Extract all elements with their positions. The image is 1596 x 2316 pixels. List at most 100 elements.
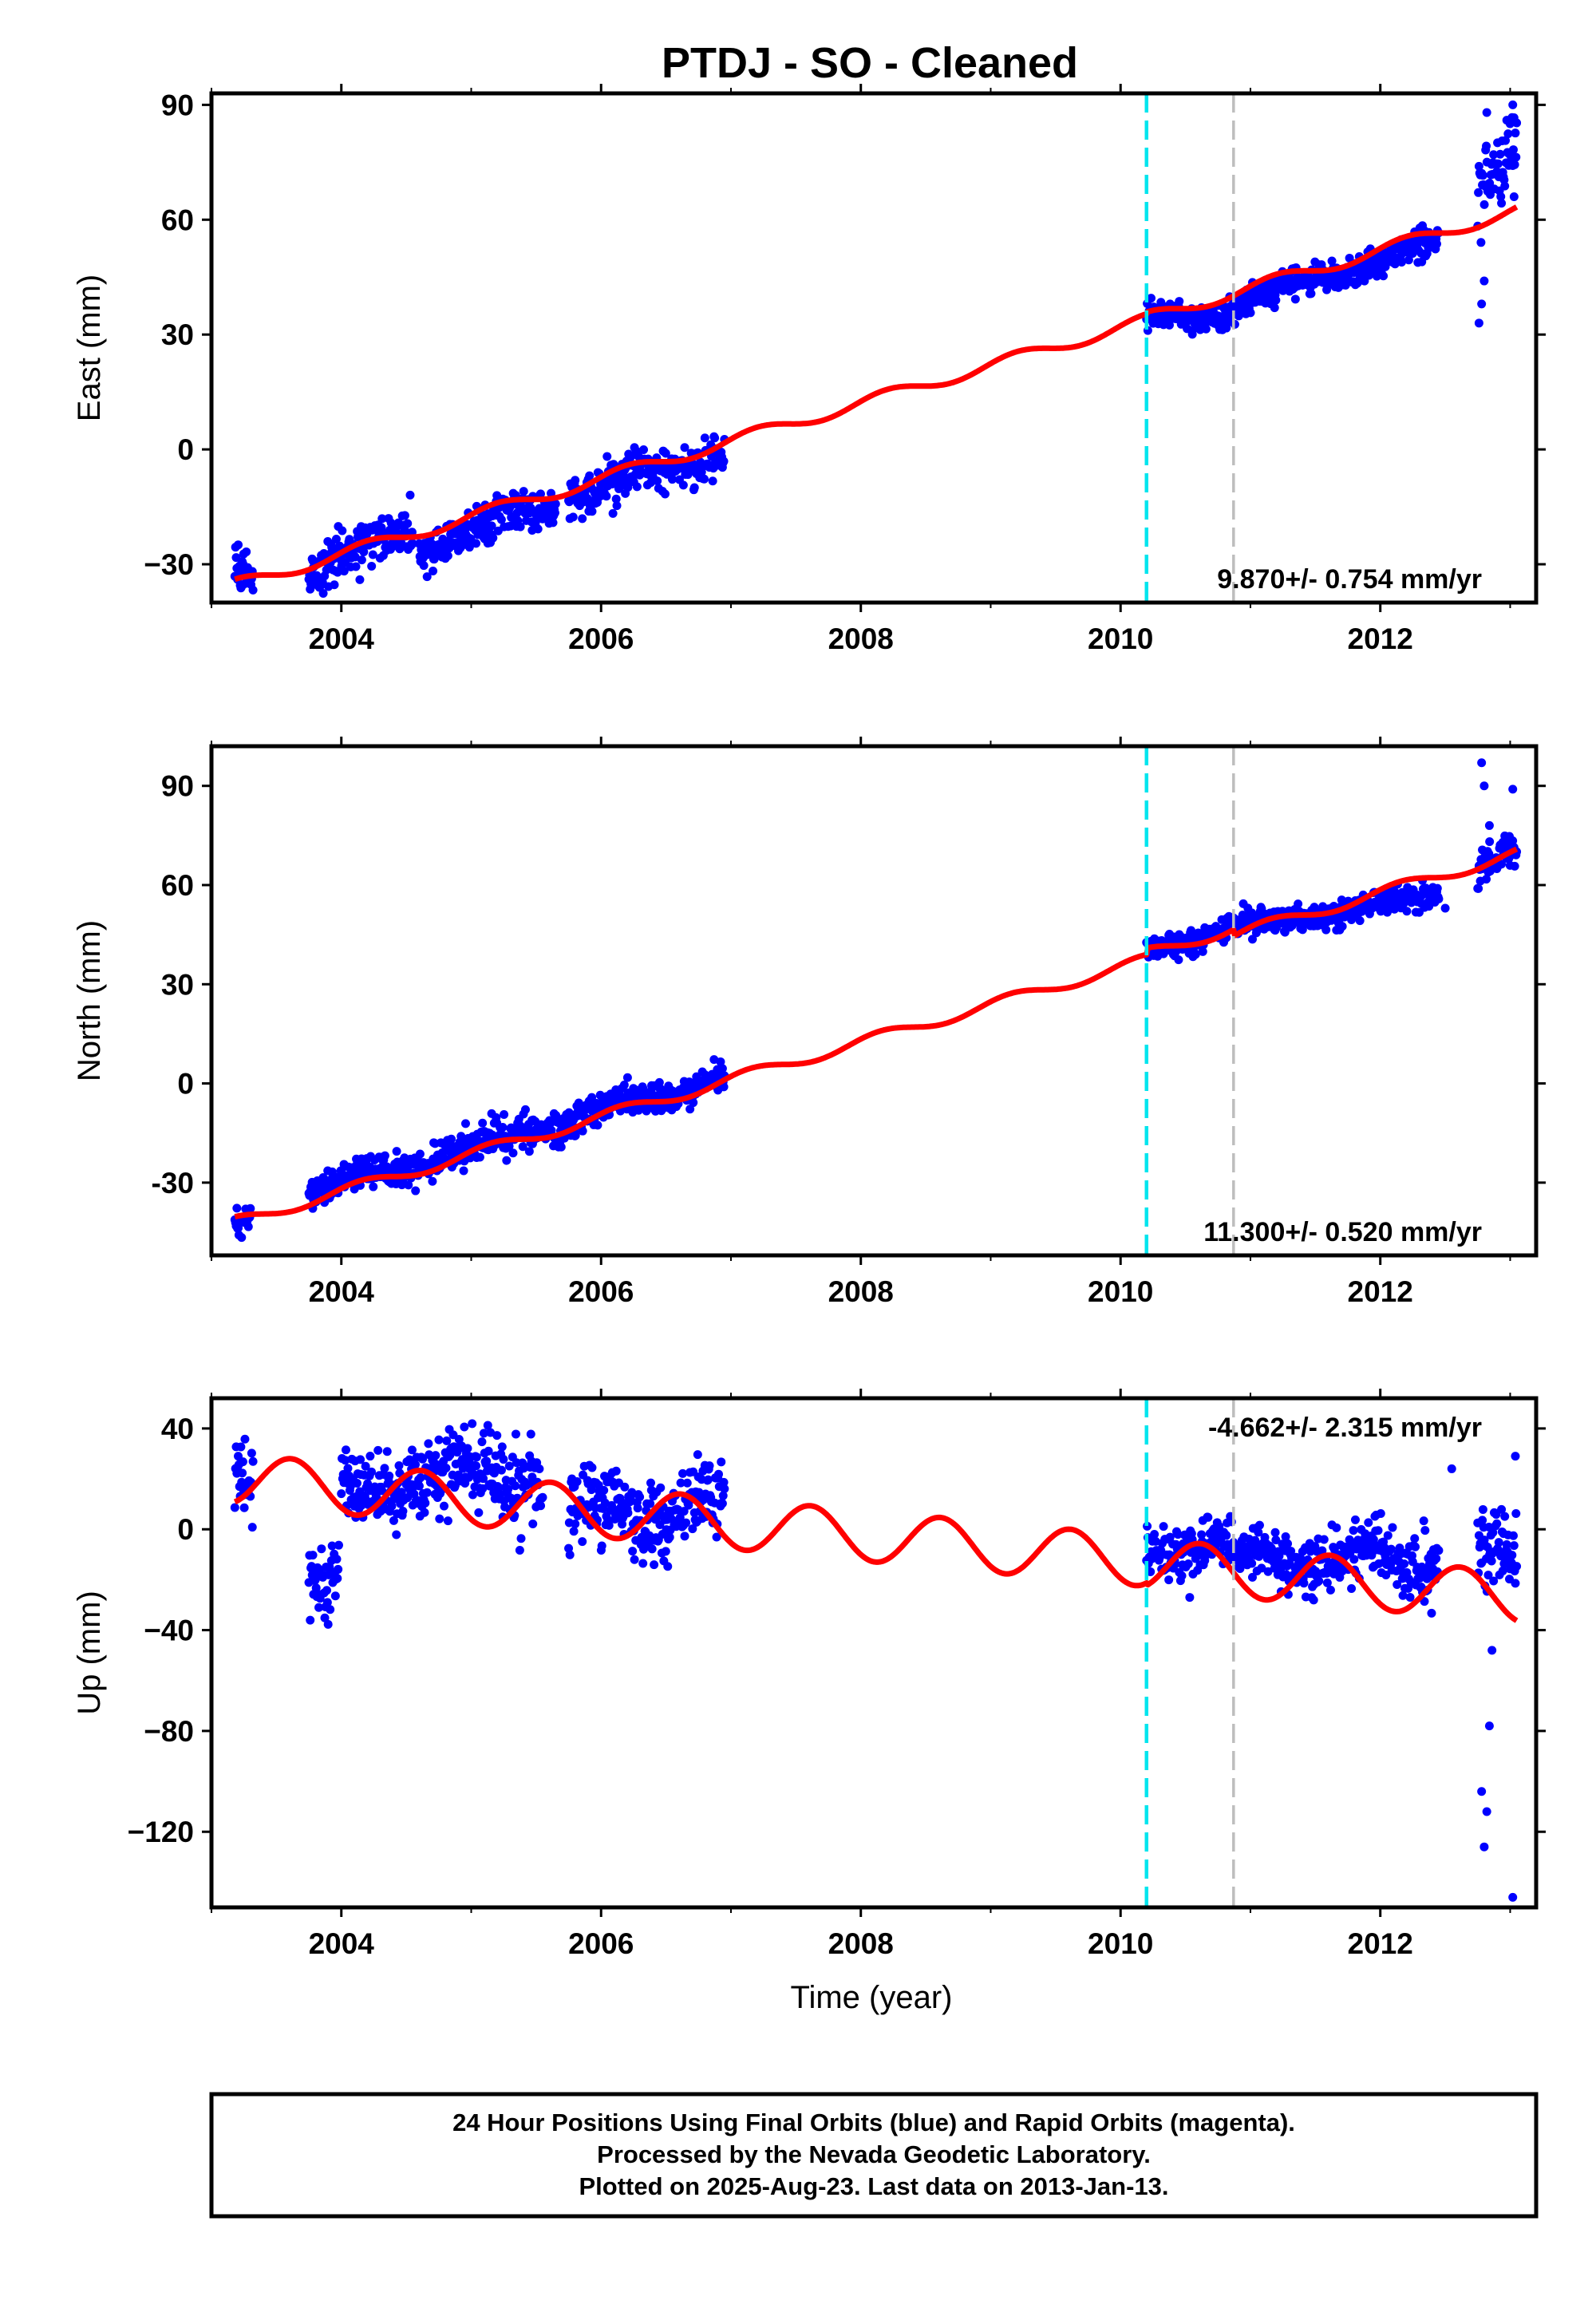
up-data-point: [1376, 1509, 1385, 1519]
up-data-point: [468, 1490, 477, 1500]
east-data-point: [1175, 297, 1184, 306]
east-plot-area: [230, 100, 1522, 599]
east-data-point: [422, 572, 432, 582]
up-data-point: [611, 1466, 621, 1476]
up-data-point: [1511, 1509, 1521, 1519]
north-data-point: [1497, 860, 1507, 869]
up-data-point: [572, 1476, 582, 1486]
up-data-point: [472, 1461, 481, 1471]
up-data-point: [327, 1541, 337, 1551]
up-data-point: [322, 1586, 332, 1595]
up-data-point: [717, 1499, 727, 1508]
north-rate-label: 11.300+/- 0.520 mm/yr: [1203, 1217, 1482, 1247]
panel-north: 2004 2006 2008 2010 2012 -30 0 30 60 90 North (mm)…: [72, 737, 1546, 1308]
north-data-point: [1191, 950, 1200, 959]
east-data-point: [350, 552, 360, 562]
east-data-point: [689, 483, 699, 492]
up-data-point: [310, 1575, 320, 1584]
up-data-point: [385, 1471, 394, 1480]
north-data-point: [498, 1122, 508, 1132]
up-data-point: [597, 1541, 606, 1551]
east-data-point: [1396, 258, 1406, 267]
up-rate-label: -4.662+/- 2.315 mm/yr: [1208, 1413, 1482, 1443]
north-data-point: [478, 1118, 488, 1128]
y-tick-label: 40: [161, 1413, 194, 1445]
up-outlier-point: [1447, 1464, 1456, 1473]
north-data-point: [447, 1134, 456, 1144]
east-data-point: [1510, 160, 1519, 169]
up-data-point: [682, 1478, 692, 1488]
east-outlier-point: [1508, 100, 1518, 109]
east-data-point: [242, 547, 251, 556]
up-data-point: [236, 1442, 246, 1452]
up-data-point: [1283, 1539, 1293, 1548]
up-data-point: [479, 1474, 488, 1484]
up-data-point: [482, 1456, 492, 1466]
up-data-point: [1203, 1512, 1213, 1522]
up-data-point: [1325, 1585, 1335, 1595]
east-data-point: [331, 535, 341, 544]
north-data-point: [246, 1203, 255, 1213]
up-data-point: [1235, 1563, 1245, 1573]
up-data-point: [1299, 1579, 1309, 1588]
up-data-point: [1349, 1555, 1359, 1564]
up-data-point: [712, 1532, 721, 1542]
up-data-point: [1159, 1522, 1168, 1531]
east-y-axis-label: East (mm): [72, 275, 107, 421]
up-data-point: [1165, 1532, 1175, 1542]
panel-up: 2004 2006 2008 2010 2012 −120 −80 −40 0 40 Up (mm)…: [72, 1389, 1546, 1960]
up-data-point: [1177, 1571, 1187, 1580]
east-data-point: [1290, 294, 1300, 304]
east-data-point: [234, 540, 243, 550]
east-data-point: [602, 452, 612, 461]
up-data-point: [460, 1422, 469, 1432]
up-outlier-point: [1477, 1787, 1487, 1796]
north-data-point: [508, 1148, 518, 1158]
x-tick-label: 2008: [828, 622, 894, 655]
north-data-point: [1355, 916, 1365, 926]
up-data-point: [693, 1450, 702, 1460]
east-data-point: [377, 523, 386, 532]
up-data-point: [1420, 1526, 1430, 1535]
up-data-point: [1411, 1542, 1420, 1551]
up-data-point: [1322, 1578, 1332, 1587]
up-data-point: [341, 1445, 350, 1455]
up-data-point: [422, 1488, 432, 1497]
up-data-point: [323, 1619, 333, 1629]
up-data-point: [650, 1560, 659, 1570]
up-data-point: [680, 1531, 689, 1541]
up-data-point: [306, 1615, 315, 1625]
up-data-point: [1257, 1563, 1266, 1573]
up-data-point: [535, 1464, 544, 1474]
up-data-point: [1508, 1531, 1518, 1540]
x-tick-label: 2008: [828, 1927, 894, 1960]
up-data-point: [1509, 1541, 1519, 1551]
x-tick-label: 2008: [828, 1275, 894, 1308]
up-data-point: [1494, 1538, 1503, 1547]
up-data-point: [1492, 1519, 1502, 1528]
north-data-point: [404, 1180, 413, 1190]
north-outlier-point: [1440, 903, 1450, 913]
up-data-point: [1350, 1515, 1360, 1524]
y-tick-label: 30: [161, 318, 194, 351]
up-data-point: [1388, 1523, 1397, 1532]
east-data-point: [1508, 145, 1518, 155]
north-data-point: [685, 1105, 695, 1114]
up-data-point: [638, 1559, 648, 1568]
up-data-point: [647, 1544, 657, 1554]
up-outlier-point: [1508, 1892, 1518, 1902]
north-data-point: [1510, 861, 1519, 871]
north-data-point: [518, 1142, 527, 1152]
north-data-point: [1321, 925, 1331, 935]
east-data-point: [1474, 188, 1483, 197]
up-data-point: [443, 1516, 452, 1526]
east-data-point: [487, 521, 496, 531]
east-data-point: [1479, 200, 1489, 209]
up-data-point: [703, 1475, 713, 1484]
east-data-point: [1476, 238, 1486, 247]
north-data-point: [1485, 837, 1495, 847]
north-data-point: [459, 1166, 468, 1176]
up-data-point: [398, 1507, 408, 1516]
east-data-point: [1511, 128, 1520, 138]
